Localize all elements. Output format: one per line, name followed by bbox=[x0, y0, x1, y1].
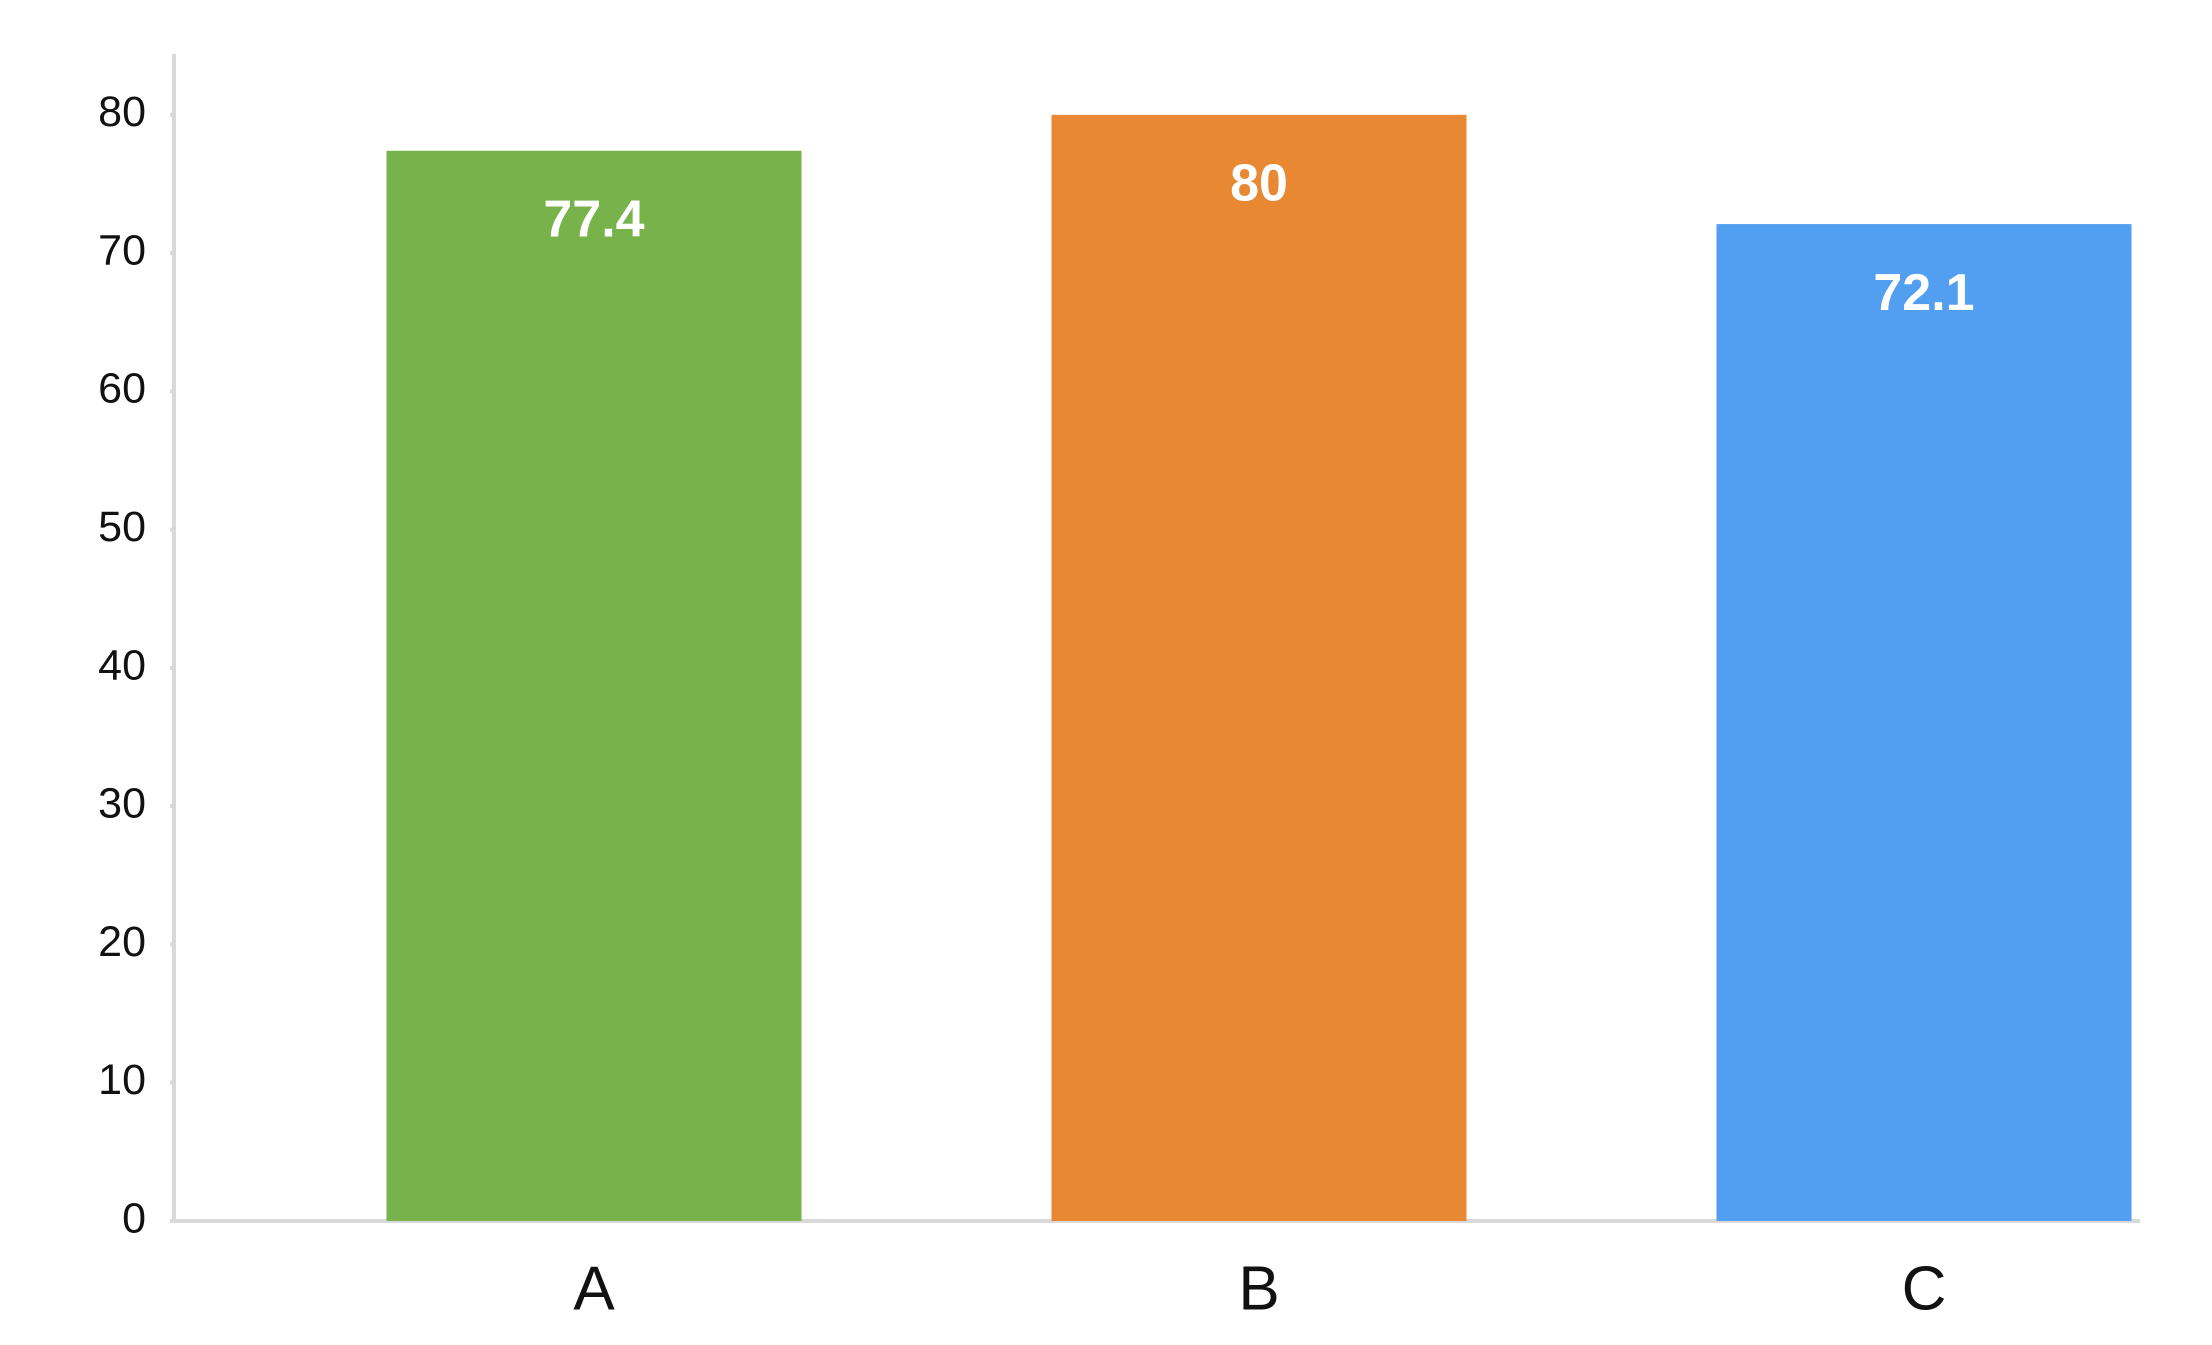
bar bbox=[386, 150, 802, 1222]
y-tick-label: 30 bbox=[98, 780, 146, 828]
y-tick-label: 80 bbox=[98, 88, 146, 136]
value-label: 72.1 bbox=[1873, 264, 1974, 322]
bar bbox=[1716, 224, 2132, 1222]
value-label: 77.4 bbox=[543, 191, 644, 249]
y-tick-label: 50 bbox=[98, 503, 146, 551]
y-tick-label: 20 bbox=[98, 918, 146, 966]
value-label: 80 bbox=[1230, 155, 1288, 213]
y-tick-label: 60 bbox=[98, 365, 146, 413]
y-tick-label: 10 bbox=[98, 1056, 146, 1104]
x-tick-label: C bbox=[1902, 1254, 1947, 1323]
y-tick-label: 40 bbox=[98, 641, 146, 689]
y-tick-label: 0 bbox=[122, 1194, 146, 1242]
y-tick-label: 70 bbox=[98, 226, 146, 274]
bar bbox=[1051, 114, 1467, 1221]
x-tick-label: B bbox=[1238, 1254, 1279, 1323]
x-tick-label: A bbox=[573, 1254, 615, 1323]
